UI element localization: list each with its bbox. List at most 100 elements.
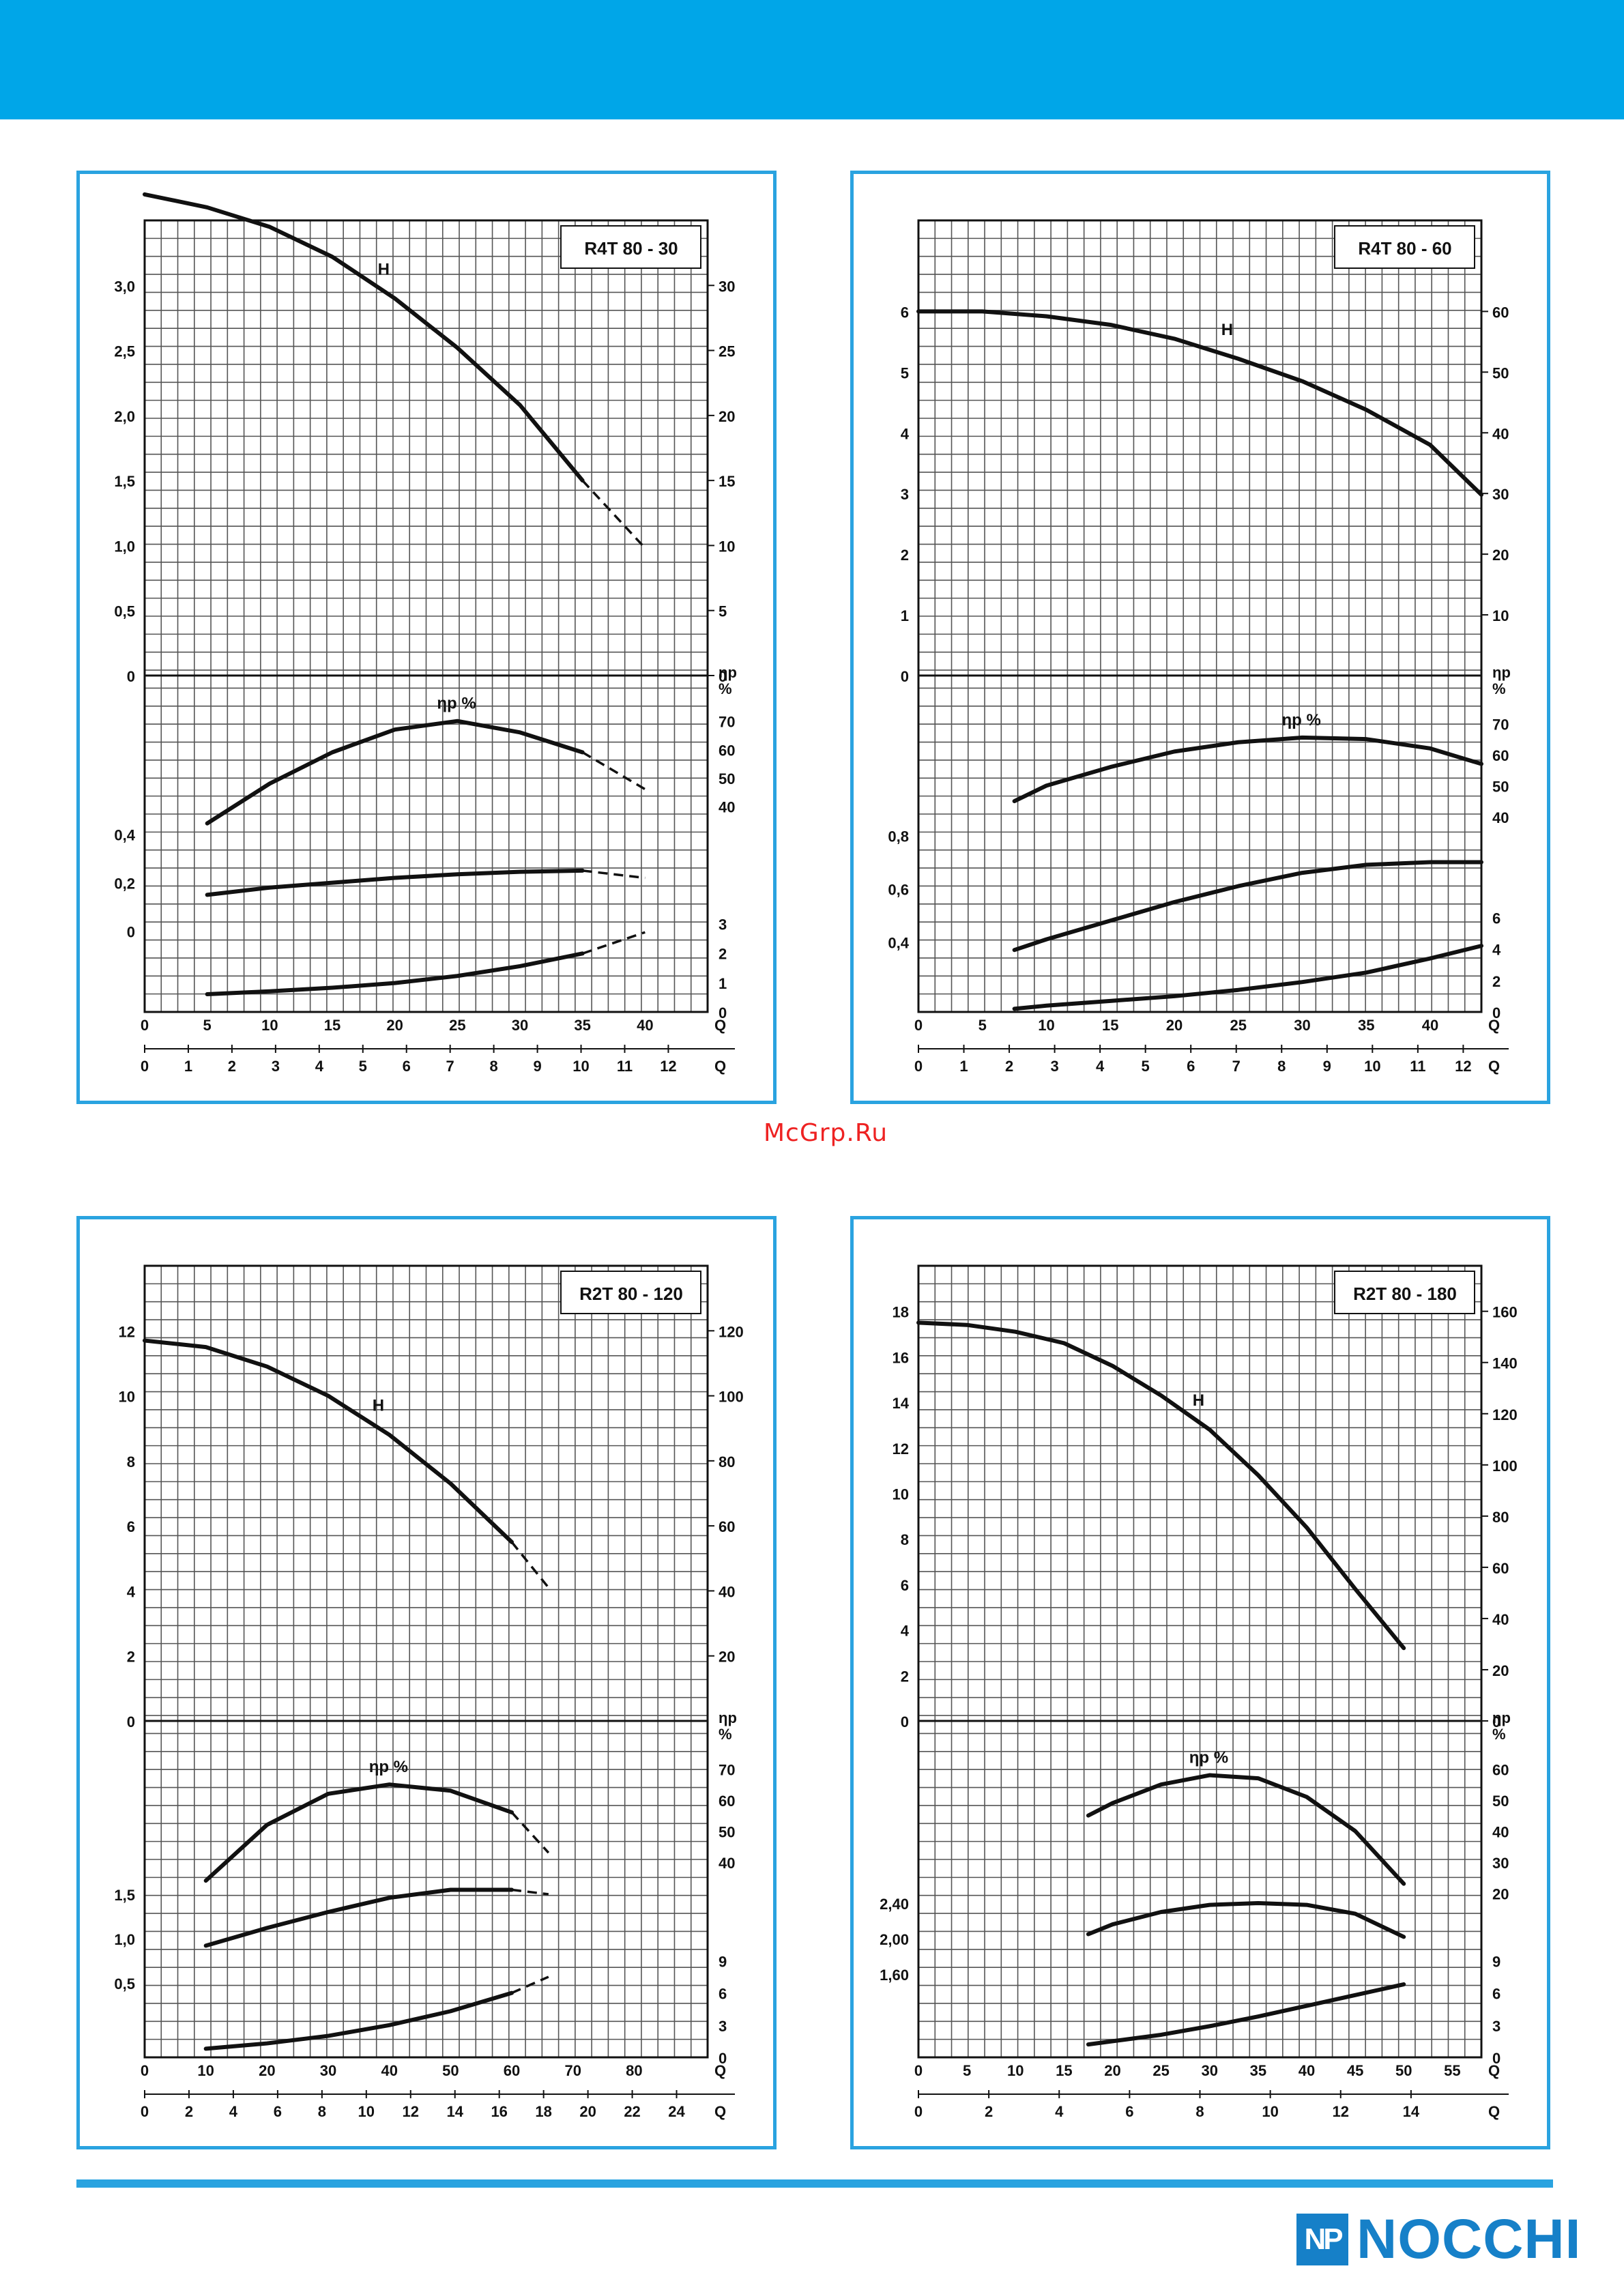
x-primary-tick-label: 35 (1250, 2062, 1266, 2079)
head-right-tick-label: 120 (719, 1323, 744, 1340)
head-right-tick-label: 40 (719, 1583, 735, 1600)
eff-axis-unit: % (719, 680, 732, 697)
watermark: McGrp.Ru (763, 1119, 888, 1147)
x-primary-tick-label: 15 (1102, 1017, 1118, 1034)
chart-svg: R4T 80 - 600123456102030405060H40506070η… (888, 219, 1511, 1075)
chart-title: R2T 80 - 120 (579, 1284, 683, 1304)
head-curve (916, 309, 1483, 497)
head-left-tick-label: 0,5 (114, 603, 135, 620)
head-right-tick-label: 80 (1492, 1509, 1509, 1526)
efficiency-curve-label: ηp % (1282, 711, 1321, 729)
head-left-tick-label: 10 (119, 1389, 135, 1406)
x-primary-tick-label: 30 (1294, 1017, 1310, 1034)
head-right-tick-label: 0 (1492, 1713, 1500, 1730)
x-primary-tick-label: 5 (963, 2062, 971, 2079)
head-curve-label: H (1193, 1391, 1204, 1410)
npsh-curve (1012, 944, 1483, 1011)
head-curve (916, 1320, 1406, 1651)
head-right-tick-label: 0 (719, 668, 727, 685)
head-curve-label: H (1221, 321, 1233, 339)
efficiency-curve-label: ηp % (1189, 1749, 1228, 1767)
x-secondary-tick-label: 10 (358, 2103, 375, 2120)
x-secondary-tick-label: 1 (184, 1058, 192, 1075)
x-secondary-tick-label: 14 (446, 2103, 463, 2120)
x-primary-tick-label: 10 (197, 2062, 214, 2079)
x-secondary-tick-label: 4 (1096, 1058, 1105, 1075)
efficiency-curve (205, 719, 585, 826)
eff-axis-label: ηp (1492, 664, 1511, 681)
x-secondary-tick-label: 8 (318, 2103, 326, 2120)
x-secondary-tick-label: 24 (668, 2103, 685, 2120)
x-secondary-tick-label: 0 (914, 1058, 923, 1075)
x-secondary-tick-label: 2 (228, 1058, 236, 1075)
head-curve-extrapolated (510, 1541, 550, 1589)
head-left-tick-label: 2 (901, 1668, 909, 1685)
power-left-tick-label: 2,40 (880, 1896, 909, 1913)
x-secondary-tick-label: 6 (274, 2103, 282, 2120)
x-secondary-tick-label: 3 (1050, 1058, 1058, 1075)
npsh-right-tick-label: 0 (719, 1004, 727, 1021)
head-right-tick-label: 60 (719, 1518, 735, 1535)
eff-right-tick-label: 60 (719, 1793, 735, 1810)
x-secondary-tick-label: 9 (1323, 1058, 1331, 1075)
x-secondary-tick-label: 8 (490, 1058, 498, 1075)
x-primary-tick-label: 50 (1395, 2062, 1412, 2079)
x-secondary-tick-label: 5 (1142, 1058, 1150, 1075)
power-curve (1012, 860, 1483, 953)
chart-title: R2T 80 - 180 (1353, 1284, 1457, 1304)
x-primary-tick-label: 20 (1166, 1017, 1183, 1034)
head-left-tick-label: 4 (127, 1583, 136, 1600)
eff-right-tick-label: 60 (719, 742, 735, 759)
head-curve-label: H (373, 1397, 384, 1415)
x-secondary-tick-label: 9 (533, 1058, 541, 1075)
chart-svg: R4T 80 - 3000,51,01,52,02,53,00510152025… (114, 192, 737, 1075)
x-primary-tick-label: 0 (141, 2062, 149, 2079)
head-left-tick-label: 1 (901, 607, 909, 624)
head-right-tick-label: 25 (719, 343, 735, 360)
head-left-tick-label: 6 (901, 304, 909, 321)
eff-right-tick-label: 30 (1492, 1855, 1509, 1872)
title-box (560, 225, 701, 269)
x-primary-tick-label: 15 (324, 1017, 340, 1034)
power-left-tick-label: 0,6 (888, 882, 909, 899)
npsh-right-tick-label: 4 (1492, 942, 1501, 959)
head-left-tick-label: 10 (893, 1486, 909, 1503)
head-left-tick-label: 6 (127, 1518, 135, 1535)
logo-mark-icon: NP (1296, 2214, 1348, 2265)
head-left-tick-label: 0 (127, 668, 135, 685)
head-left-tick-label: 1,0 (114, 538, 135, 555)
power-left-tick-label: 0,8 (888, 828, 909, 845)
eff-right-tick-label: 60 (1492, 1761, 1509, 1778)
plot-frame (917, 219, 1483, 1013)
head-right-tick-label: 50 (1492, 364, 1509, 381)
head-right-tick-label: 20 (1492, 1662, 1509, 1679)
x-secondary-tick-label: 12 (1333, 2103, 1349, 2120)
x-secondary-tick-label: 11 (617, 1058, 633, 1075)
head-left-tick-label: 18 (893, 1304, 909, 1321)
x-primary-tick-label: 35 (574, 1017, 590, 1034)
power-left-tick-label: 1,5 (114, 1887, 135, 1904)
head-right-tick-label: 80 (719, 1453, 735, 1470)
eff-right-tick-label: 50 (1492, 1793, 1509, 1810)
x-primary-tick-label: 60 (504, 2062, 520, 2079)
x-primary-tick-label: 35 (1358, 1017, 1374, 1034)
x-primary-axis-label: Q (1488, 2062, 1500, 2079)
npsh-right-tick-label: 3 (1492, 2018, 1500, 2035)
head-right-tick-label: 20 (1492, 547, 1509, 564)
brand-logo: NP NOCCHI (1296, 2211, 1580, 2268)
x-secondary-tick-label: 7 (446, 1058, 454, 1075)
eff-axis-label: ηp (719, 1709, 737, 1726)
plot-frame (143, 219, 709, 1013)
x-secondary-tick-label: 22 (624, 2103, 640, 2120)
head-right-tick-label: 20 (719, 408, 735, 425)
power-curve (1086, 1901, 1406, 1939)
eff-right-tick-label: 40 (1492, 1823, 1509, 1840)
power-left-tick-label: 0 (127, 924, 135, 941)
chart-panel-r4t-80-60: R4T 80 - 60 0 1 2 3 4 5 6 10 20 30 40 50 60 H 40 50 60 70 η… (850, 171, 1550, 1104)
x-primary-tick-label: 0 (141, 1017, 149, 1034)
head-left-tick-label: 5 (901, 364, 909, 381)
npsh-right-tick-label: 0 (1492, 2050, 1500, 2067)
x-secondary-tick-label: 0 (914, 2103, 923, 2120)
eff-axis-unit: % (1492, 680, 1506, 697)
head-left-tick-label: 2,0 (114, 408, 135, 425)
